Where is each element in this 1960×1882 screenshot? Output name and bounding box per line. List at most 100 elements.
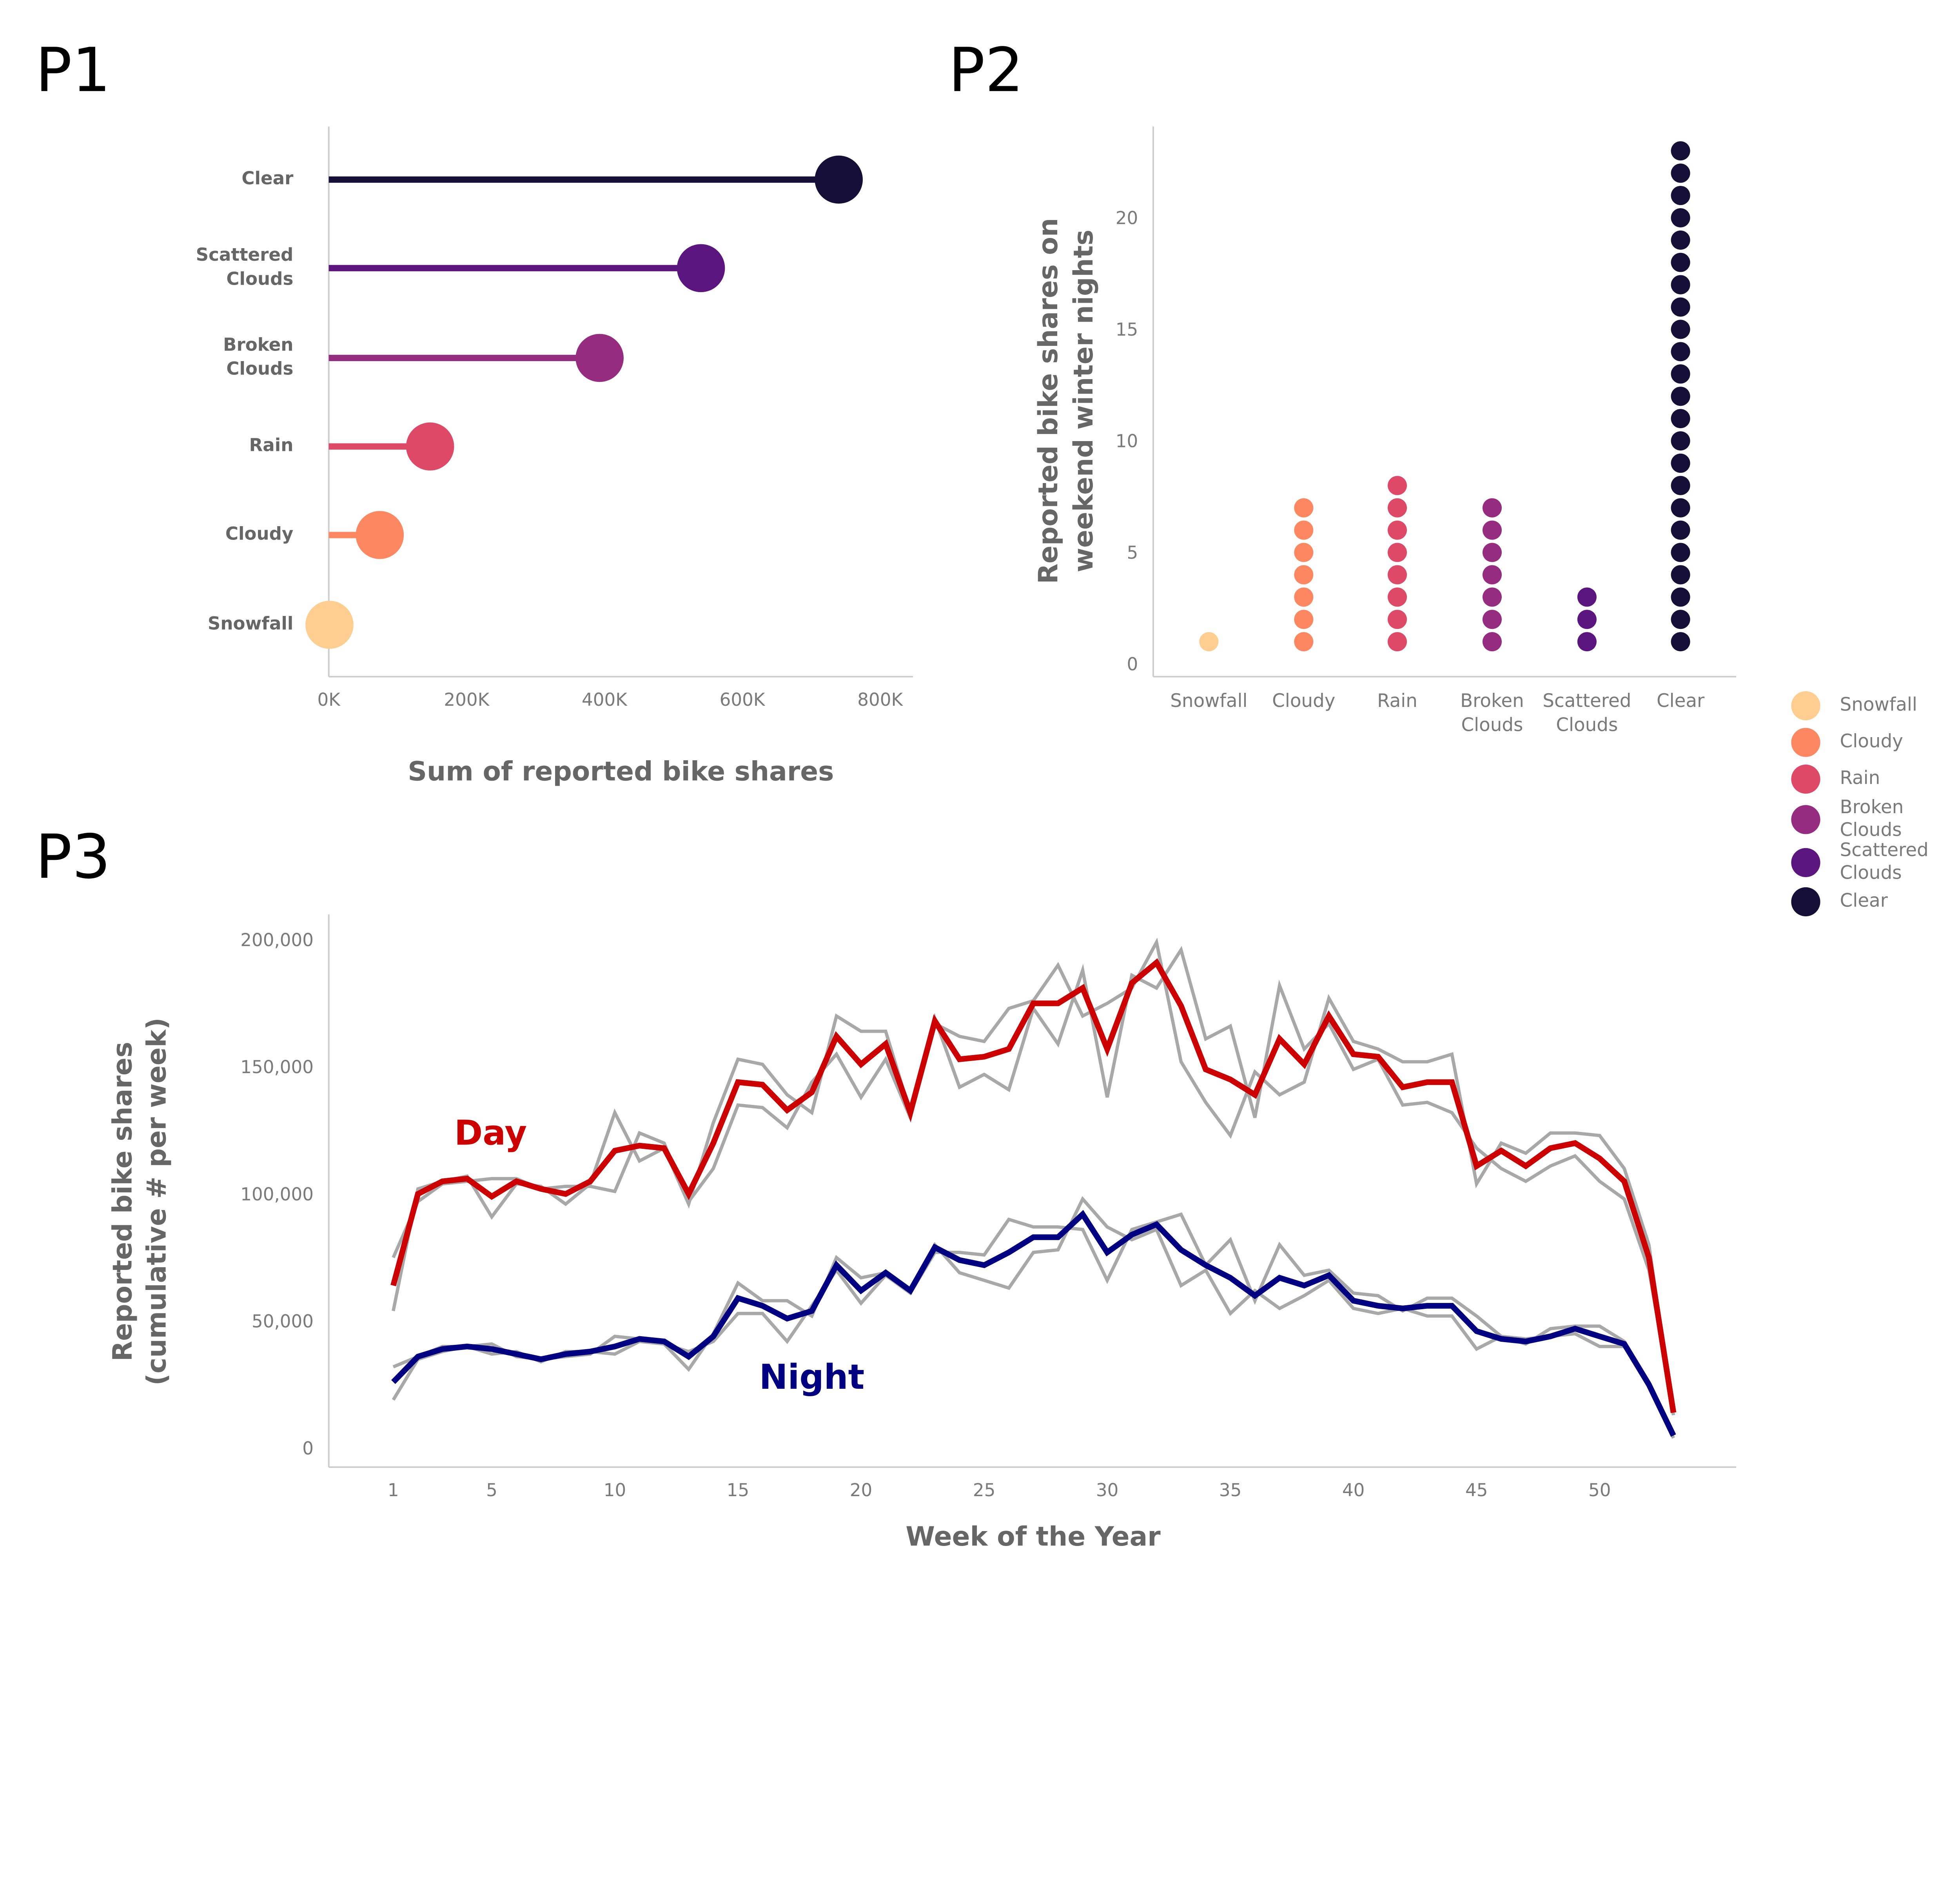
dot bbox=[1671, 587, 1690, 607]
x-axis-title: Week of the Year bbox=[906, 1521, 1161, 1552]
dot bbox=[1294, 498, 1314, 518]
x-tick-label: 400K bbox=[582, 689, 628, 710]
dot bbox=[1294, 632, 1314, 652]
dot bbox=[1671, 453, 1690, 473]
dot bbox=[1671, 498, 1690, 518]
legend-label: Snowfall bbox=[1840, 694, 1917, 715]
dot bbox=[1671, 208, 1690, 227]
dot bbox=[1671, 186, 1690, 205]
category-label: Clouds bbox=[226, 358, 293, 379]
x-tick-label: Broken bbox=[1460, 690, 1524, 712]
legend-label: Scattered bbox=[1840, 839, 1929, 861]
dot bbox=[1671, 431, 1690, 451]
category-label: Cloudy bbox=[225, 523, 294, 544]
lollipop-dot bbox=[356, 511, 404, 559]
x-tick-label: Clouds bbox=[1461, 715, 1523, 736]
dot bbox=[1199, 632, 1219, 652]
x-tick-label: Clear bbox=[1657, 690, 1705, 712]
night-year-line bbox=[392, 1212, 1675, 1439]
night-line bbox=[391, 1210, 1676, 1437]
x-tick-label: 40 bbox=[1342, 1480, 1365, 1501]
y-tick-label: 150,000 bbox=[240, 1057, 314, 1077]
y-axis-title-line: (cumulative # per week) bbox=[141, 1017, 172, 1386]
category-label: Clear bbox=[241, 168, 294, 189]
dot bbox=[1482, 498, 1502, 518]
lollipop-dot bbox=[815, 155, 863, 204]
dot bbox=[1671, 565, 1690, 585]
x-tick-label: 10 bbox=[604, 1480, 626, 1501]
legend-swatch bbox=[1791, 887, 1820, 917]
category-label: Snowfall bbox=[208, 613, 293, 634]
dot bbox=[1671, 387, 1690, 406]
dot bbox=[1671, 610, 1690, 629]
x-tick-label: Cloudy bbox=[1272, 690, 1335, 712]
legend-swatch bbox=[1791, 848, 1820, 877]
x-tick-label: Clouds bbox=[1556, 715, 1618, 736]
x-tick-label: 50 bbox=[1588, 1480, 1611, 1501]
dot bbox=[1577, 587, 1597, 607]
legend-label: Broken bbox=[1840, 797, 1904, 818]
dot bbox=[1482, 543, 1502, 562]
x-tick-label: 5 bbox=[486, 1480, 497, 1501]
x-tick-label: 20 bbox=[850, 1480, 872, 1501]
x-tick-label: 600K bbox=[720, 689, 766, 710]
legend-swatch bbox=[1791, 728, 1820, 757]
dot bbox=[1294, 543, 1314, 562]
legend-swatch bbox=[1791, 765, 1820, 794]
day-year-line bbox=[392, 946, 1675, 1410]
p2-dot-chart: 0 5 10 15 20 Snowfall Cloudy Rain Broken Clouds Sc… bbox=[1033, 126, 1737, 736]
y-tick-label: 0 bbox=[302, 1438, 314, 1459]
dot bbox=[1671, 476, 1690, 495]
dot bbox=[1482, 587, 1502, 607]
dot bbox=[1388, 587, 1407, 607]
y-tick-label: 20 bbox=[1116, 208, 1138, 229]
category-label: Rain bbox=[249, 435, 294, 456]
panel-label-p3: P3 bbox=[35, 821, 111, 892]
x-tick-label: Rain bbox=[1377, 690, 1417, 712]
y-tick-label: 15 bbox=[1116, 319, 1138, 340]
x-tick-label: 200K bbox=[444, 689, 490, 710]
dot bbox=[1577, 632, 1597, 652]
dot bbox=[1294, 587, 1314, 607]
legend-label: Clear bbox=[1840, 890, 1888, 912]
x-tick-label: 800K bbox=[857, 689, 903, 710]
dot bbox=[1294, 610, 1314, 629]
legend-label: Clouds bbox=[1840, 863, 1902, 884]
y-axis-title: Reported bike shares on weekend winter ni… bbox=[1033, 218, 1099, 584]
dot bbox=[1671, 230, 1690, 250]
dot bbox=[1388, 520, 1407, 540]
panel-label-p2: P2 bbox=[948, 35, 1024, 105]
y-axis-title-line: weekend winter nights bbox=[1068, 230, 1099, 572]
dot bbox=[1671, 253, 1690, 272]
panel-label-p1: P1 bbox=[35, 35, 111, 105]
y-tick-label: 50,000 bbox=[252, 1311, 314, 1332]
p1-lollipop-chart: 0K 200K 400K 600K 800K Clear Scattered Clouds Br… bbox=[196, 126, 913, 787]
dot bbox=[1388, 498, 1407, 518]
dot bbox=[1671, 275, 1690, 294]
x-tick-label: 25 bbox=[973, 1480, 995, 1501]
dot bbox=[1671, 141, 1690, 161]
dot bbox=[1482, 565, 1502, 585]
dot bbox=[1294, 565, 1314, 585]
dot bbox=[1388, 543, 1407, 562]
day-annotation: Day bbox=[454, 1113, 527, 1153]
night-annotation: Night bbox=[759, 1357, 865, 1397]
figure: P1 P2 P3 0K 200K 400K 600K 800K Clear Scattere… bbox=[35, 35, 1929, 1552]
y-tick-label: 100,000 bbox=[240, 1184, 314, 1204]
dot bbox=[1577, 610, 1597, 629]
x-tick-label: 45 bbox=[1465, 1480, 1488, 1501]
y-tick-label: 5 bbox=[1127, 542, 1138, 563]
dot bbox=[1388, 476, 1407, 495]
dot bbox=[1482, 632, 1502, 652]
y-axis-title-line: Reported bike shares on bbox=[1033, 218, 1063, 584]
dot bbox=[1671, 632, 1690, 652]
dot bbox=[1294, 520, 1314, 540]
legend-label: Rain bbox=[1840, 768, 1880, 789]
dot bbox=[1671, 543, 1690, 562]
legend-swatch bbox=[1791, 691, 1820, 721]
legend-label: Cloudy bbox=[1840, 731, 1903, 752]
category-label: Clouds bbox=[226, 269, 293, 289]
category-label: Scattered bbox=[196, 244, 294, 265]
y-axis-title-line: Reported bike shares bbox=[107, 1042, 138, 1361]
